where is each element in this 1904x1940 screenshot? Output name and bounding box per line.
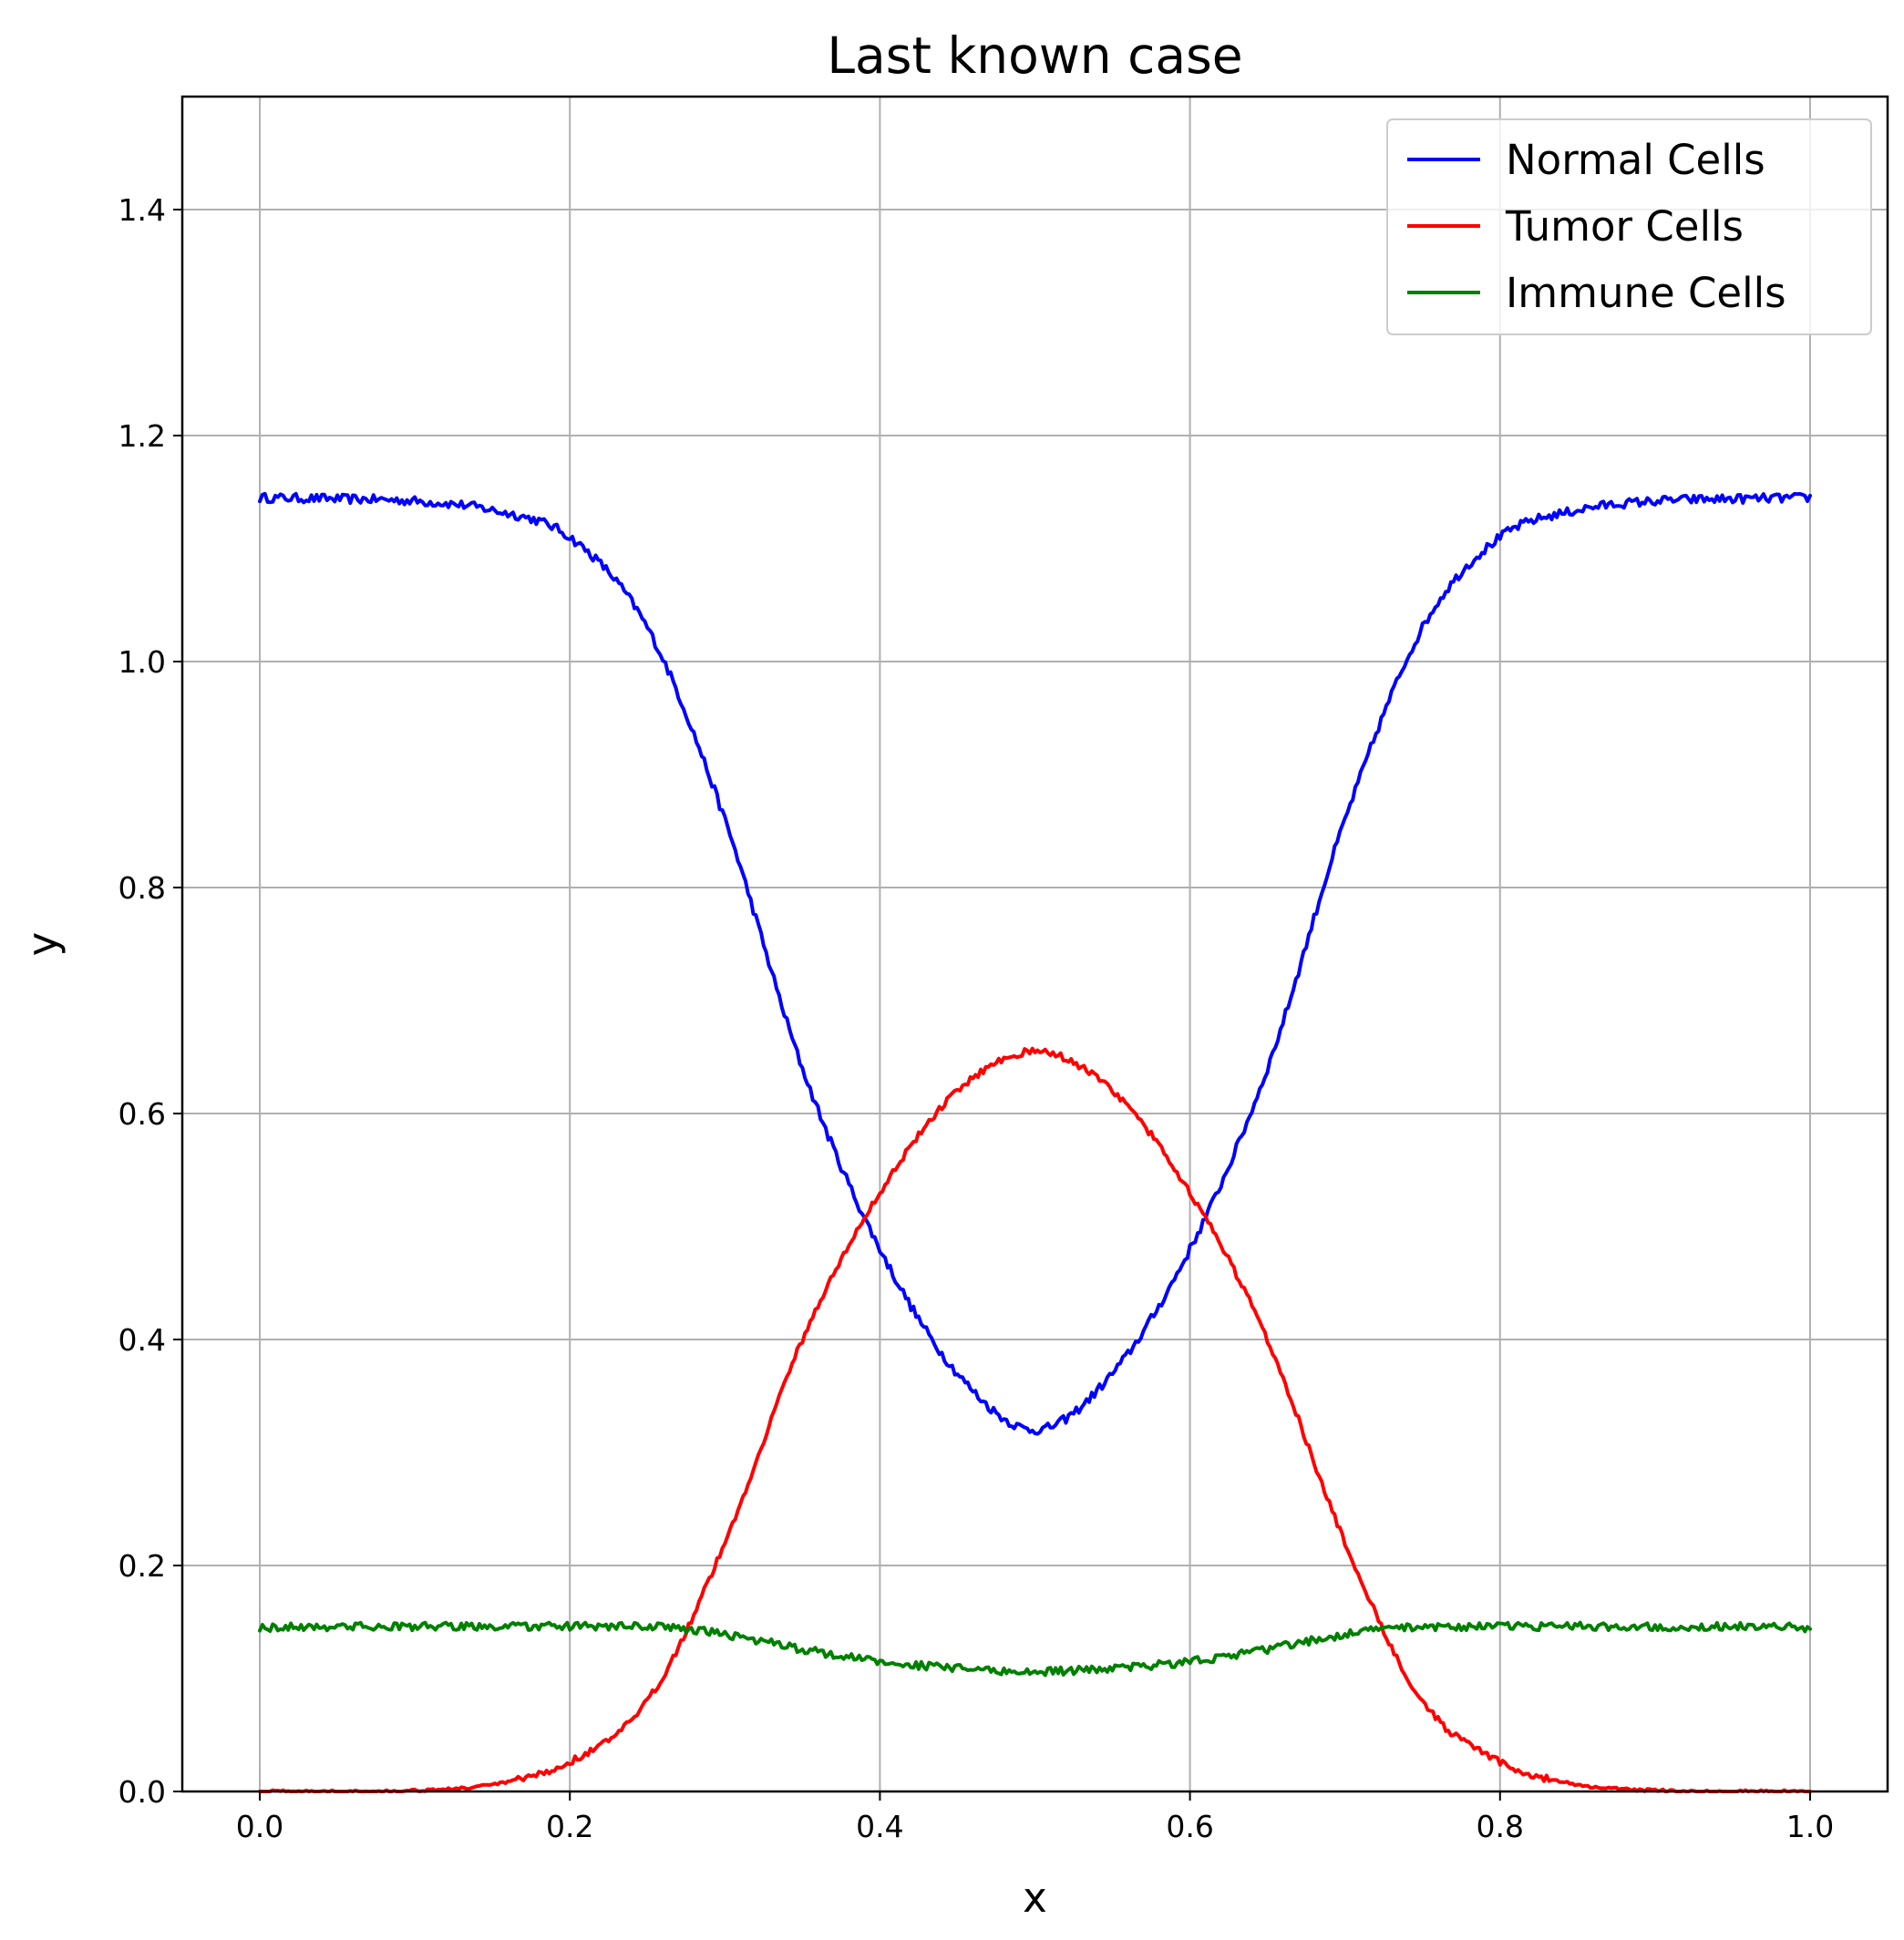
y-tick-label: 0.8 xyxy=(118,870,166,906)
legend-label-tumor-cells: Tumor Cells xyxy=(1505,202,1744,251)
y-tick-label: 0.0 xyxy=(118,1774,166,1810)
x-tick-label: 0.4 xyxy=(856,1809,903,1844)
plot-frame xyxy=(180,95,1889,1793)
y-tick-label: 0.6 xyxy=(118,1096,166,1132)
x-tick-label: 1.0 xyxy=(1786,1809,1834,1844)
y-tick-label: 0.2 xyxy=(118,1548,166,1584)
x-tick-label: 0.0 xyxy=(236,1809,283,1844)
series-line-immune-cells xyxy=(258,1620,1812,1678)
x-tick-label: 0.8 xyxy=(1477,1809,1524,1844)
axis-ticks: 0.0 0.2 0.4 0.6 0.8 1.0 0.0 0.2 0.4 0.6 0.8 1.0 1.2 1… xyxy=(118,192,1835,1844)
chart-title: Last known case xyxy=(827,26,1242,85)
x-tick-label: 0.6 xyxy=(1166,1809,1213,1844)
y-tick-label: 1.0 xyxy=(118,644,166,680)
x-axis-label: x xyxy=(1023,1873,1047,1922)
legend: Normal Cells Tumor Cells Immune Cells xyxy=(1386,118,1872,335)
y-tick-label: 0.4 xyxy=(118,1322,166,1358)
grid xyxy=(182,97,1888,1792)
series-layer xyxy=(258,491,1812,1793)
series-line-normal-cells xyxy=(258,491,1812,1436)
y-axis-label: y xyxy=(18,932,67,957)
legend-label-normal-cells: Normal Cells xyxy=(1506,136,1765,184)
y-tick-label: 1.2 xyxy=(118,418,166,454)
y-tick-label: 1.4 xyxy=(118,192,166,228)
series-line-tumor-cells xyxy=(258,1046,1812,1793)
legend-box xyxy=(1386,118,1872,335)
legend-label-immune-cells: Immune Cells xyxy=(1506,269,1786,317)
x-tick-label: 0.2 xyxy=(546,1809,593,1844)
